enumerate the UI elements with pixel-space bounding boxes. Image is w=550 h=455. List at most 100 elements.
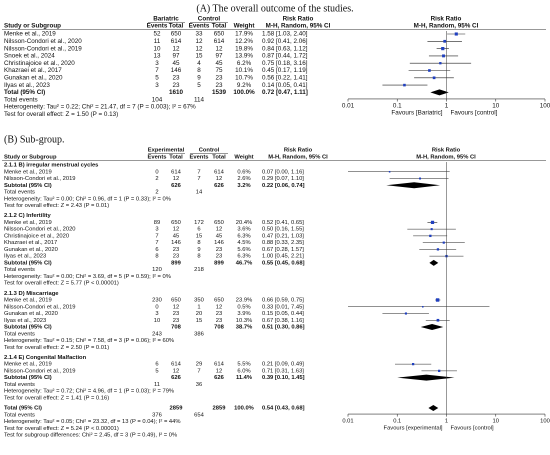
study-label: Menke et al., 2019 [4, 220, 52, 226]
cell-weight: 9.2% [237, 82, 252, 89]
x-tick-label: 0.1 [393, 419, 401, 425]
cell-c-events: 4 [197, 60, 201, 67]
effect-square [388, 170, 391, 173]
note-label: Test for overall effect: Z = 2.50 (P = 0… [4, 345, 109, 351]
cell-c-events: 36 [196, 382, 202, 388]
effect-square [430, 228, 433, 231]
study-label: Menke et al., 2019 [4, 169, 52, 175]
cell-c-events: 12 [195, 38, 203, 45]
cell-c-events: 218 [194, 267, 204, 273]
cell-e-total: 2859 [170, 406, 184, 412]
cell-c-total: 2859 [213, 406, 227, 412]
cell-e-events: 10 [153, 45, 161, 52]
cell-e-events: 11 [154, 38, 161, 45]
ci-label: 0.07 [0.00, 1.16] [262, 169, 304, 175]
ci-label: 0.72 [0.47, 1.11] [262, 89, 308, 96]
cell-e-events: 11 [154, 382, 160, 388]
cell-e-total: 23 [173, 311, 179, 317]
favours-right: Favours [control] [451, 110, 498, 117]
ci-label: 0.67 [0.38, 1.16] [262, 318, 304, 324]
note-label: Test for overall effect: Z = 1.50 (P = 0… [4, 111, 118, 118]
cell-e-total: 899 [171, 260, 181, 266]
cell-c-total: 23 [215, 74, 223, 81]
x-tick-label: 1 [445, 419, 448, 425]
cell-c-total: 650 [214, 31, 225, 38]
cell-e-total: 146 [171, 240, 181, 246]
pooled-diamond [397, 374, 455, 381]
cell-e-total: 12 [172, 45, 180, 52]
note-label: Heterogeneity: Tau² = 0.00; Chi² = 3.69,… [4, 274, 171, 280]
cell-weight: 20.4% [236, 220, 252, 226]
study-label: Nilsson-Condori et al., 2020 [4, 227, 76, 233]
effect-square [436, 248, 440, 251]
cell-weight: 10.3% [236, 318, 252, 324]
cell-e-events: 3 [155, 60, 159, 67]
x-tick-label: 10 [492, 103, 500, 110]
column-header: Weight [234, 23, 256, 30]
cell-c-total: 626 [214, 375, 224, 381]
cell-c-events: 654 [194, 412, 204, 418]
cell-c-events: 14 [196, 190, 203, 196]
effect-square [436, 318, 440, 322]
cell-e-events: 7 [155, 240, 158, 246]
cell-c-events: 6 [197, 227, 200, 233]
study-label: Gunakan et al., 2020 [4, 247, 58, 253]
cell-c-total: 899 [214, 260, 224, 266]
cell-e-total: 614 [171, 362, 181, 368]
study-label: Christinajoice et al., 2020 [4, 233, 69, 239]
subtotal-label: Subtotal (95% CI) [4, 325, 52, 331]
pooled-diamond [429, 259, 439, 266]
study-label: Snoek et al., 2024 [4, 53, 55, 60]
ci-label: 0.45 [0.17, 1.19] [262, 67, 308, 74]
group-label: 2.1.2 C) Infertility [4, 213, 51, 219]
effect-square [454, 32, 458, 36]
column-header: Total [212, 155, 226, 161]
effect-square [422, 305, 424, 308]
column-header: Events [189, 23, 210, 30]
cell-c-events: 29 [196, 362, 202, 368]
effect-square [441, 46, 445, 51]
cell-e-total: 1610 [169, 89, 184, 96]
ci-label: 0.92 [0.41, 2.06] [262, 38, 308, 45]
cell-e-events: 5 [155, 368, 158, 374]
ci-label: 1.58 [1.03, 2.40] [262, 31, 308, 38]
cell-e-total: 650 [171, 31, 182, 38]
note-label: Test for overall effect: Z = 1.41 (P = 0… [4, 395, 109, 401]
study-label: Gunakan et al., 2020 [4, 74, 63, 81]
cell-c-total: 614 [214, 169, 224, 175]
cell-weight: 10.1% [235, 67, 253, 74]
pooled-diamond [430, 89, 449, 96]
cell-e-total: 626 [171, 183, 181, 189]
cell-c-total: 1539 [212, 89, 227, 96]
note-label: Test for subgroup differences: Chi² = 2.… [4, 433, 177, 439]
cell-c-total: 12 [215, 45, 223, 52]
study-label: Menke et al., 2019 [4, 298, 52, 304]
cell-e-events: 7 [155, 67, 159, 74]
cell-e-events: 10 [154, 318, 160, 324]
effect-square [404, 312, 407, 315]
column-header: M-H, Random, 95% CI [414, 23, 479, 30]
events-label: Total events [4, 382, 35, 388]
cell-c-events: 8 [197, 254, 200, 260]
study-label: Menke et al., 2019 [4, 31, 56, 38]
column-header: Total [212, 23, 227, 30]
x-tick-label: 0.1 [393, 103, 402, 110]
ci-label: 0.67 [0.28, 1.57] [262, 247, 304, 253]
cell-weight: 38.7% [236, 325, 252, 331]
study-label: Ilyas et al., 2023 [4, 82, 50, 89]
effect-square [403, 83, 406, 87]
column-header: Risk Ratio [432, 148, 461, 154]
effect-square [442, 54, 445, 58]
study-label: Menke et al., 2019 [4, 362, 52, 368]
column-header: Events [189, 155, 208, 161]
cell-e-total: 12 [173, 304, 179, 310]
cell-e-total: 97 [172, 53, 180, 60]
ci-label: 0.66 [0.59, 0.75] [262, 298, 304, 304]
subtotal-label: Subtotal (95% CI) [4, 260, 52, 266]
cell-e-events: 52 [153, 31, 161, 38]
ci-label: 0.54 [0.43, 0.68] [262, 406, 305, 412]
cell-c-events: 15 [195, 53, 203, 60]
cell-weight: 5.6% [237, 247, 250, 253]
x-tick-label: 0.01 [342, 419, 353, 425]
group-label: 2.1.3 D) Miscarriage [4, 291, 59, 297]
